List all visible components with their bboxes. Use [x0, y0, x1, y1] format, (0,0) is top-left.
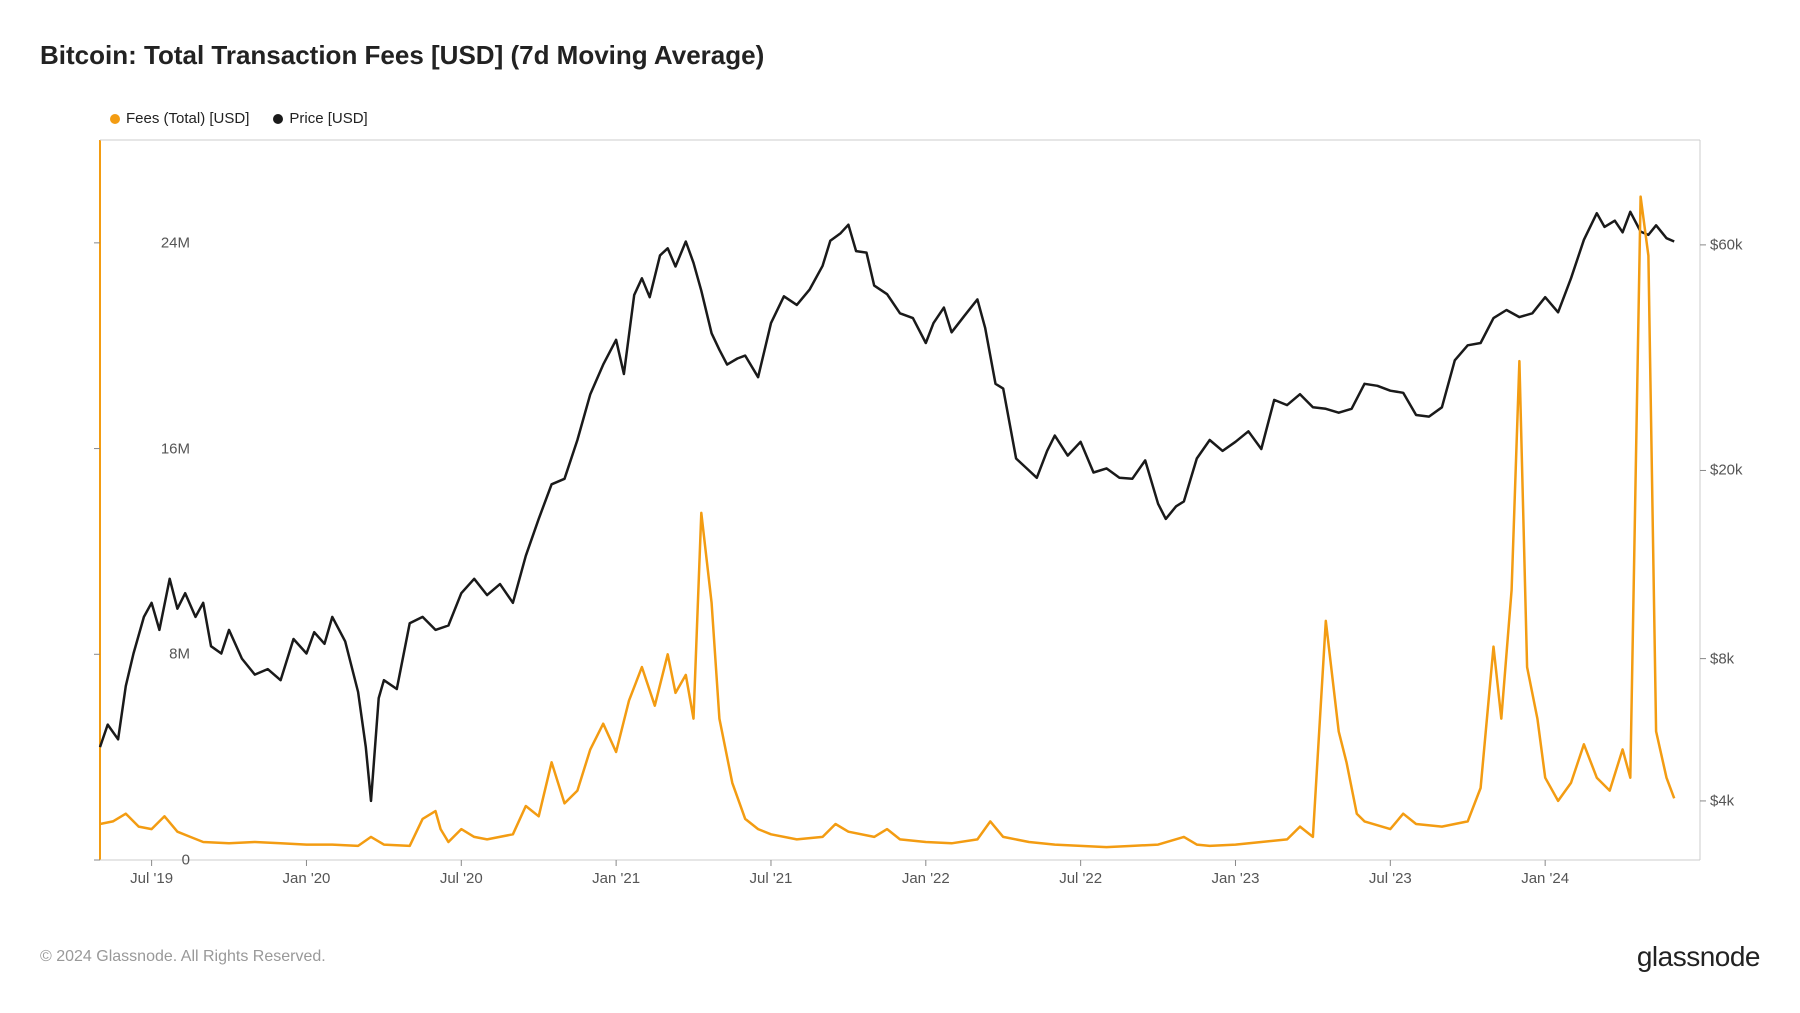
chart-title: Bitcoin: Total Transaction Fees [USD] (7…	[40, 40, 764, 71]
legend-dot-price	[273, 114, 283, 124]
x-tick-label: Jan '20	[282, 870, 330, 887]
legend-dot-fees	[110, 114, 120, 124]
x-tick-label: Jul '21	[750, 870, 793, 887]
x-tick-label: Jan '22	[902, 870, 950, 887]
legend-item-price: Price [USD]	[273, 110, 367, 127]
x-tick-label: Jul '23	[1369, 870, 1412, 887]
chart-plot-area	[100, 140, 1700, 860]
y-right-tick-label: $4k	[1710, 792, 1734, 809]
x-tick-label: Jul '19	[130, 870, 173, 887]
x-tick-label: Jan '23	[1212, 870, 1260, 887]
x-tick-label: Jan '24	[1521, 870, 1569, 887]
y-left-tick-label: 24M	[161, 234, 190, 251]
brand-logo: glassnode	[1637, 941, 1760, 973]
legend-label-price: Price [USD]	[289, 110, 367, 127]
copyright-text: © 2024 Glassnode. All Rights Reserved.	[40, 948, 326, 966]
chart-legend: Fees (Total) [USD] Price [USD]	[110, 110, 368, 127]
y-left-tick-label: 0	[182, 852, 190, 869]
footer: © 2024 Glassnode. All Rights Reserved. g…	[40, 941, 1760, 973]
y-left-tick-label: 8M	[169, 646, 190, 663]
y-right-tick-label: $60k	[1710, 236, 1743, 253]
y-right-tick-label: $8k	[1710, 650, 1734, 667]
legend-item-fees: Fees (Total) [USD]	[110, 110, 249, 127]
chart-svg	[100, 140, 1700, 860]
x-tick-label: Jul '20	[440, 870, 483, 887]
x-tick-label: Jul '22	[1059, 870, 1102, 887]
y-left-tick-label: 16M	[161, 440, 190, 457]
legend-label-fees: Fees (Total) [USD]	[126, 110, 249, 127]
x-tick-label: Jan '21	[592, 870, 640, 887]
y-right-tick-label: $20k	[1710, 462, 1743, 479]
